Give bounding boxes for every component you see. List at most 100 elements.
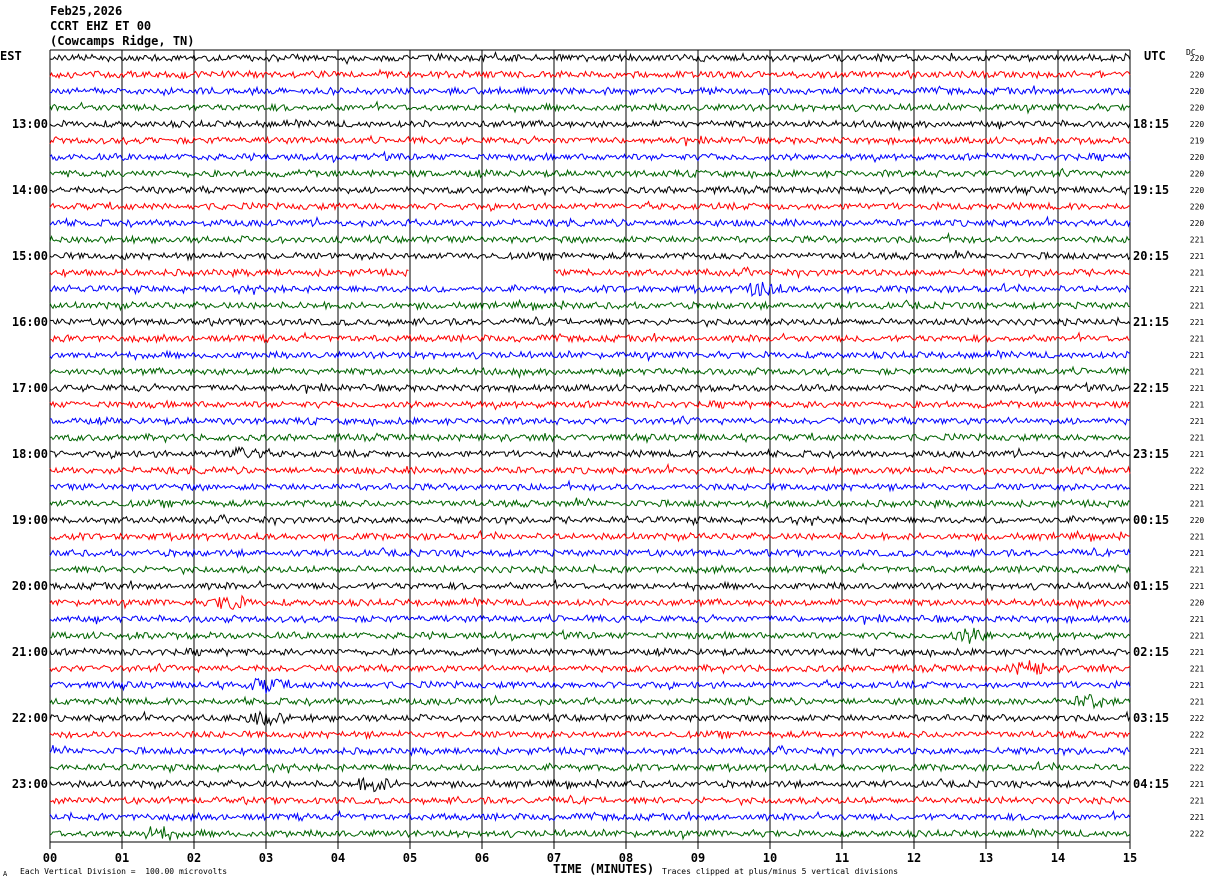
trace-row-9 xyxy=(49,200,1131,213)
est-hour-label: 15:00 xyxy=(12,249,48,263)
dc-offset-value: 219 xyxy=(1190,137,1205,146)
trace-row-40 xyxy=(49,710,1131,727)
x-tick-label-02: 02 xyxy=(187,851,201,865)
utc-hour-label: 04:15 xyxy=(1133,777,1169,791)
est-hour-label: 13:00 xyxy=(12,117,48,131)
x-tick-label-04: 04 xyxy=(331,851,345,865)
trace-row-0 xyxy=(49,50,1131,65)
est-hour-label: 20:00 xyxy=(12,579,48,593)
trace-row-16 xyxy=(49,315,1131,328)
dc-offset-value: 220 xyxy=(1190,54,1205,63)
trace-row-39 xyxy=(49,693,1131,710)
x-tick-label-11: 11 xyxy=(835,851,849,865)
dc-offset-value: 220 xyxy=(1190,599,1205,608)
est-hour-label: 17:00 xyxy=(12,381,48,395)
x-tick-label-09: 09 xyxy=(691,851,705,865)
x-tick-label-15: 15 xyxy=(1123,851,1137,865)
trace-row-15 xyxy=(49,298,1131,312)
trace-row-43 xyxy=(49,760,1131,774)
station-code: CCRT EHZ ET 00 xyxy=(50,19,152,33)
dc-offset-value: 221 xyxy=(1190,813,1205,822)
x-tick-label-07: 07 xyxy=(547,851,561,865)
utc-hour-label: 00:15 xyxy=(1133,513,1169,527)
trace-row-42 xyxy=(49,744,1131,758)
dc-offset-value: 220 xyxy=(1190,71,1205,80)
trace-row-46 xyxy=(49,809,1131,823)
trace-row-5 xyxy=(49,134,1131,147)
x-tick-label-06: 06 xyxy=(475,851,489,865)
dc-offset-value: 222 xyxy=(1190,467,1205,476)
dc-offset-value: 221 xyxy=(1190,335,1205,344)
utc-hour-label: 19:15 xyxy=(1133,183,1169,197)
trace-row-23 xyxy=(49,432,1131,445)
trace-row-2 xyxy=(49,85,1131,97)
x-tick-label-01: 01 xyxy=(115,851,129,865)
trace-row-8 xyxy=(49,184,1131,197)
trace-row-36 xyxy=(49,646,1131,659)
x-tick-label-05: 05 xyxy=(403,851,417,865)
vertical-scale-note: Each Vertical Division = 100.00 microvol… xyxy=(20,867,228,876)
dc-offset-value: 221 xyxy=(1190,450,1205,459)
est-hour-label: 14:00 xyxy=(12,183,48,197)
dc-offset-value: 221 xyxy=(1190,285,1205,294)
left-timezone-label: EST xyxy=(0,49,22,63)
utc-hour-label: 22:15 xyxy=(1133,381,1169,395)
trace-row-32 xyxy=(49,578,1131,592)
dc-offset-value: 220 xyxy=(1190,516,1205,525)
x-tick-label-13: 13 xyxy=(979,851,993,865)
dc-offset-value: 221 xyxy=(1190,483,1205,492)
trace-row-10 xyxy=(49,215,1131,229)
clipping-note: Traces clipped at plus/minus 5 vertical … xyxy=(662,867,899,876)
trace-row-33 xyxy=(49,594,1131,611)
trace-row-18 xyxy=(49,349,1131,363)
dc-offset-value: 222 xyxy=(1190,731,1205,740)
plot-date: Feb25,2026 xyxy=(50,4,123,18)
est-hour-label: 23:00 xyxy=(12,777,48,791)
dc-offset-value: 221 xyxy=(1190,368,1205,377)
trace-row-31 xyxy=(49,562,1131,576)
trace-row-34 xyxy=(49,612,1131,625)
trace-row-29 xyxy=(49,529,1131,543)
trace-row-3 xyxy=(49,100,1131,115)
dc-offset-value: 221 xyxy=(1190,797,1205,806)
dc-offset-value: 220 xyxy=(1190,153,1205,162)
corner-mark: A xyxy=(3,870,8,878)
trace-row-14 xyxy=(49,281,1131,297)
trace-row-38 xyxy=(49,677,1131,694)
trace-row-26 xyxy=(49,479,1131,493)
x-axis-title: TIME (MINUTES) xyxy=(553,862,655,876)
dc-offset-value: 221 xyxy=(1190,318,1205,327)
dc-offset-value: 221 xyxy=(1190,648,1205,657)
trace-row-4 xyxy=(49,118,1131,132)
dc-offset-value: 221 xyxy=(1190,681,1205,690)
utc-hour-labels: 18:15 19:15 20:15 21:15 22:15 23:15 00:15 01:15… xyxy=(1133,117,1169,791)
dc-column-header: DC xyxy=(1186,48,1196,57)
trace-row-35 xyxy=(50,627,1131,644)
dc-offset-value: 221 xyxy=(1190,632,1205,641)
dc-offset-value: 220 xyxy=(1190,219,1205,228)
est-hour-label: 21:00 xyxy=(12,645,48,659)
trace-row-24 xyxy=(50,445,1131,460)
trace-row-47 xyxy=(49,826,1131,841)
dc-offset-value: 221 xyxy=(1190,236,1205,245)
dc-offset-value: 221 xyxy=(1190,302,1205,311)
dc-offset-value: 221 xyxy=(1190,549,1205,558)
dc-offset-value: 222 xyxy=(1190,830,1205,839)
x-axis-ticks: 00 01 02 03 04 05 06 07 08 09 10 11 12 13 14 15 xyxy=(43,842,1137,865)
est-hour-label: 16:00 xyxy=(12,315,48,329)
utc-hour-label: 18:15 xyxy=(1133,117,1169,131)
trace-row-17 xyxy=(49,331,1131,344)
dc-offset-value: 220 xyxy=(1190,87,1205,96)
utc-hour-label: 01:15 xyxy=(1133,579,1169,593)
dc-offset-value: 220 xyxy=(1190,104,1205,113)
dc-offset-value: 220 xyxy=(1190,186,1205,195)
utc-hour-label: 20:15 xyxy=(1133,249,1169,263)
station-location: (Cowcamps Ridge, TN) xyxy=(50,34,195,48)
est-hour-label: 19:00 xyxy=(12,513,48,527)
est-hour-label: 18:00 xyxy=(12,447,48,461)
est-hour-labels: 13:00 14:00 15:00 16:00 17:00 18:00 19:00 20:00… xyxy=(12,117,48,791)
trace-row-44 xyxy=(49,776,1131,793)
x-tick-label-03: 03 xyxy=(259,851,273,865)
trace-row-19 xyxy=(49,365,1131,380)
